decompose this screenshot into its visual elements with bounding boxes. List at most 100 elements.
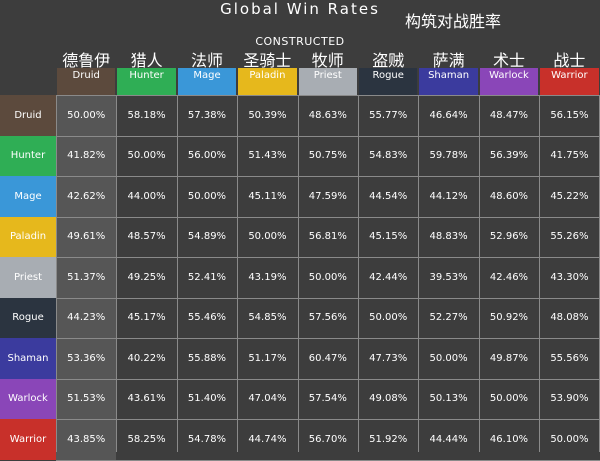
table-cell: 43.19% <box>237 257 298 298</box>
table-cell: 51.43% <box>237 135 298 176</box>
table-cell: 52.41% <box>176 257 238 298</box>
row-header-shaman: Shaman <box>0 338 56 379</box>
table-cell: 47.04% <box>237 378 298 419</box>
table-cell: 59.78% <box>418 135 479 176</box>
table-cell: 48.08% <box>539 297 600 338</box>
column-label: Rogue <box>372 70 404 81</box>
grid-line-horizontal <box>56 257 600 258</box>
table-cell: 50.00% <box>297 257 358 298</box>
table-cell: 49.61% <box>56 216 117 257</box>
column-color-bar <box>298 68 357 95</box>
grid-line-horizontal <box>56 176 600 177</box>
table-cell: 54.83% <box>358 135 419 176</box>
column-label: Shaman <box>428 70 470 81</box>
column-label: Warlock <box>489 70 529 81</box>
table-cell: 56.00% <box>176 135 238 176</box>
table-cell: 49.87% <box>478 338 540 379</box>
table-cell: 45.15% <box>358 216 419 257</box>
table-cell: 48.60% <box>478 176 540 217</box>
table-cell: 45.17% <box>116 297 177 338</box>
table-cell: 52.27% <box>418 297 479 338</box>
row-header-warrior: Warrior <box>0 419 56 460</box>
column-label: Mage <box>193 70 221 81</box>
table-cell: 55.46% <box>176 297 238 338</box>
table-cell: 49.25% <box>116 257 177 298</box>
table-cell: 41.82% <box>56 135 117 176</box>
grid-line-horizontal <box>56 378 600 380</box>
grid-line-vertical <box>478 95 480 452</box>
table-cell: 58.25% <box>116 419 177 460</box>
table-cell: 52.96% <box>478 216 540 257</box>
table-cell: 48.57% <box>116 216 177 257</box>
table-cell: 56.15% <box>539 95 600 136</box>
table-cell: 50.00% <box>418 338 479 379</box>
grid-line-horizontal <box>56 459 600 461</box>
table-cell: 48.63% <box>297 95 358 136</box>
table-cell: 55.56% <box>539 338 600 379</box>
table-cell: 55.88% <box>176 338 238 379</box>
grid-line-vertical <box>418 95 420 452</box>
column-label-cn: 术士 <box>492 51 525 70</box>
table-cell: 55.26% <box>539 216 600 257</box>
column-color-bar <box>117 68 176 95</box>
row-header-hunter: Hunter <box>0 135 56 176</box>
table-cell: 45.22% <box>539 176 600 217</box>
table-cell: 48.83% <box>418 216 479 257</box>
row-header-warlock: Warlock <box>0 378 56 419</box>
table-cell: 50.00% <box>176 176 238 217</box>
column-color-bar <box>479 68 539 95</box>
table-cell: 50.00% <box>478 378 540 419</box>
row-header-paladin: Paladin <box>0 216 56 257</box>
grid-line-vertical <box>237 95 239 452</box>
table-cell: 44.54% <box>358 176 419 217</box>
column-color-bar <box>419 68 478 95</box>
grid-line-horizontal <box>56 297 600 299</box>
grid-line-horizontal <box>56 419 600 420</box>
column-label-cn: 圣骑士 <box>243 51 292 70</box>
table-cell: 44.74% <box>237 419 298 460</box>
column-color-bar <box>57 68 116 95</box>
table-cell: 50.00% <box>116 135 177 176</box>
column-label: Druid <box>72 70 100 81</box>
table-cell: 47.73% <box>358 338 419 379</box>
table-cell: 44.00% <box>116 176 177 217</box>
grid-line-horizontal <box>56 338 600 339</box>
table-cell: 51.17% <box>237 338 298 379</box>
table-cell: 56.70% <box>297 419 358 460</box>
column-label: Priest <box>313 70 342 81</box>
table-cell: 43.30% <box>539 257 600 298</box>
column-color-bar <box>177 68 237 95</box>
column-label-cn: 法师 <box>190 51 223 70</box>
grid-line-vertical <box>116 95 118 452</box>
table-cell: 57.54% <box>297 378 358 419</box>
table-cell: 50.13% <box>418 378 479 419</box>
table-cell: 51.40% <box>176 378 238 419</box>
table-cell: 46.64% <box>418 95 479 136</box>
column-label-cn: 德鲁伊 <box>62 51 111 70</box>
column-header-rogue: 盗贼 Rogue <box>359 52 418 95</box>
table-cell: 46.10% <box>478 419 540 460</box>
column-color-bar <box>540 68 599 95</box>
table-cell: 50.75% <box>297 135 358 176</box>
table-cell: 44.44% <box>418 419 479 460</box>
table-cell: 44.23% <box>56 297 117 338</box>
column-color-bar <box>359 68 418 95</box>
column-header-hunter: 猎人 Hunter <box>117 52 176 95</box>
column-label: Warrior <box>551 70 588 81</box>
column-label-cn: 战士 <box>553 51 586 70</box>
grid-line-horizontal <box>56 95 600 96</box>
table-cell: 49.08% <box>358 378 419 419</box>
table-cell: 54.89% <box>176 216 238 257</box>
table-cell: 39.53% <box>418 257 479 298</box>
table-cell: 53.90% <box>539 378 600 419</box>
table-cell: 51.92% <box>358 419 419 460</box>
table-cell: 56.81% <box>297 216 358 257</box>
row-header-druid: Druid <box>0 95 56 136</box>
column-color-bar <box>238 68 297 95</box>
table-cell: 44.12% <box>418 176 479 217</box>
table-cell: 56.39% <box>478 135 540 176</box>
page-title: Global Win Rates <box>220 0 380 18</box>
table-cell: 57.56% <box>297 297 358 338</box>
table-cell: 45.11% <box>237 176 298 217</box>
grid-line-vertical <box>358 95 359 452</box>
